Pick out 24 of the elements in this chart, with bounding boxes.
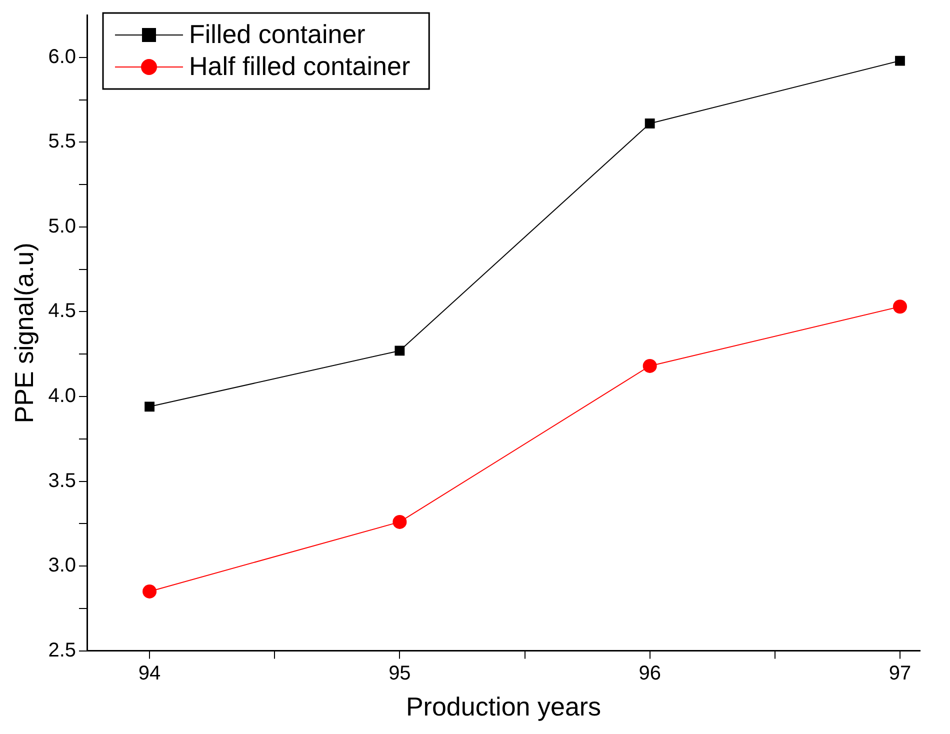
text: 4.0	[48, 384, 76, 407]
x-tick-label: 95	[388, 662, 411, 684]
y-tick-label: 4.5	[48, 300, 76, 322]
text: 5.0	[48, 215, 76, 238]
point	[392, 514, 407, 529]
point	[144, 402, 154, 412]
point	[642, 358, 657, 373]
x-axis-title: Production years	[406, 692, 602, 722]
y-tick-label: 5.5	[48, 130, 76, 153]
point	[895, 56, 905, 66]
point	[394, 346, 405, 356]
x-tick-label: 97	[888, 662, 912, 684]
text: 6.0	[48, 46, 76, 68]
legend-label: Filled container	[189, 19, 366, 50]
y-tick-label: 2.5	[48, 639, 76, 662]
x-tick-label: 96	[638, 662, 661, 684]
x-tick-label: 94	[138, 662, 161, 684]
y-axis-title: PPE signal(a.u)	[8, 242, 39, 424]
text: 3.0	[48, 554, 76, 577]
point	[644, 118, 655, 128]
legend-label: Half filled container	[189, 51, 410, 82]
y-tick-label: 3.5	[48, 470, 76, 492]
point	[142, 584, 157, 598]
point	[892, 300, 907, 314]
